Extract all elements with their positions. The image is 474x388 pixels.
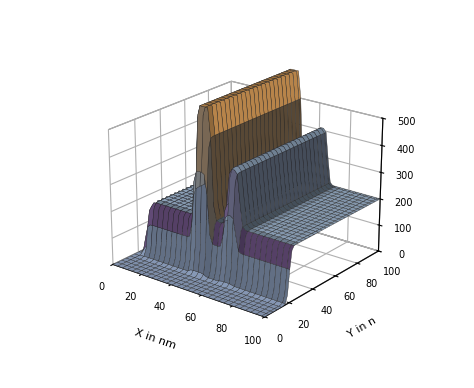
X-axis label: X in nm: X in nm bbox=[134, 327, 178, 351]
Y-axis label: Y in n: Y in n bbox=[346, 315, 378, 340]
